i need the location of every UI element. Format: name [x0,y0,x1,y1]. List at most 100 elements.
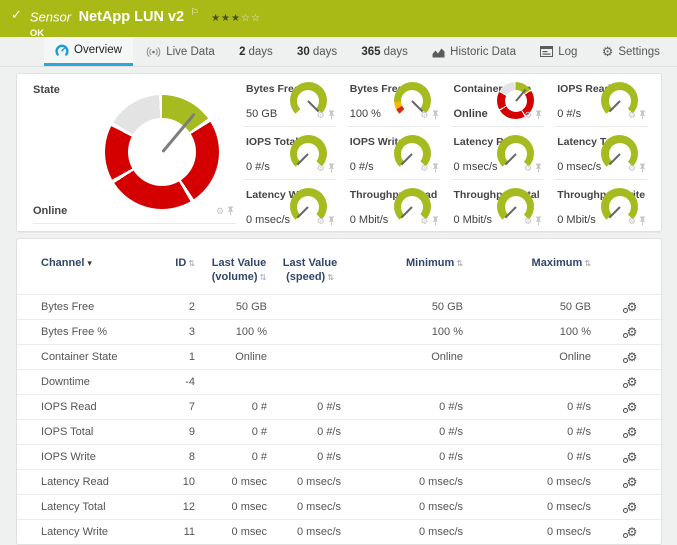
column-header-channel[interactable]: Channel ▾ [41,257,92,269]
gauge-needle [608,205,621,218]
gauge-value: 0 #/s [557,108,582,120]
cell-last-value-speed: 0 #/s [277,418,349,444]
tab-days[interactable]: 30 days [286,37,348,66]
channel-settings-icon[interactable]: ⚙ [622,374,638,389]
cell-last-value-speed [277,318,349,344]
pin-icon[interactable] [328,163,335,173]
gear-icon[interactable]: ⚙ [420,163,429,173]
cell-id: 9 [157,418,207,444]
gear-icon[interactable]: ⚙ [420,216,429,226]
table-row-latency-total[interactable]: Latency Total 12 0 msec 0 msec/s 0 msec/s 0 m… [17,493,661,519]
gear-icon[interactable]: ⚙ [524,216,533,226]
pin-icon[interactable] [432,216,439,226]
gauge-label: IOPS Read [557,83,611,95]
column-header-last-value-volume[interactable]: Last Value (volume) ⇅ [211,257,267,283]
pin-icon[interactable] [328,110,335,120]
table-row-iops-total[interactable]: IOPS Total 9 0 #0 #/s 0 #/s 0 #/s ⚙ [17,418,661,444]
tab-label: days [312,45,338,58]
cell-channel: Latency Read [17,468,157,494]
table-row-container-state[interactable]: Container State 1 Online Online Online ⚙ [17,343,661,369]
gear-icon[interactable]: ⚙ [215,206,224,216]
gauge-dial [393,82,431,119]
broadcast-icon [146,46,161,58]
gear-icon[interactable]: ⚙ [316,163,325,173]
column-header-id[interactable]: ID ⇅ [175,257,195,269]
cell-id: -4 [157,368,207,394]
status-badge: OK [29,28,45,40]
table-row-latency-read[interactable]: Latency Read 10 0 msec 0 msec/s 0 msec/s 0 ms… [17,468,661,494]
pin-icon[interactable] [535,163,542,173]
cell-channel: Latency Write [17,518,157,544]
column-header-maximum[interactable]: Maximum ⇅ [531,257,591,269]
cell-last-value-volume: 0 # [207,443,277,469]
table-row-bytes-free[interactable]: Bytes Free 2 50 GB 50 GB 50 GB ⚙ [17,293,661,319]
sensor-title: NetApp LUN v2 [78,9,185,26]
state-gauge-footer: Online ⚙ [33,205,236,224]
cell-maximum: Online [479,343,607,369]
pin-icon[interactable] [227,206,234,216]
channel-settings-icon[interactable]: ⚙ [622,299,638,314]
channel-settings-icon[interactable]: ⚙ [622,424,638,439]
channel-settings-icon[interactable]: ⚙ [622,324,638,339]
pin-icon[interactable] [639,163,646,173]
pin-icon[interactable] [535,110,542,120]
gauge-dial [601,188,638,225]
pin-icon[interactable] [432,163,439,173]
gauge-needle [411,99,424,112]
gear-icon[interactable]: ⚙ [316,216,325,226]
table-row-iops-read[interactable]: IOPS Read 7 0 #0 #/s 0 #/s 0 #/s ⚙ [17,393,661,419]
table-row-iops-write[interactable]: IOPS Write 8 0 #0 #/s 0 #/s 0 #/s ⚙ [17,443,661,469]
cell-last-value-speed [277,293,349,319]
tab-days[interactable]: 365 days [350,37,418,66]
pin-icon[interactable] [639,216,646,226]
channel-settings-icon[interactable]: ⚙ [622,524,638,539]
column-header-minimum[interactable]: Minimum ⇅ [406,257,463,269]
pin-icon[interactable] [328,216,335,226]
channel-settings-icon[interactable]: ⚙ [622,474,638,489]
tab-overview[interactable]: Overview [44,37,133,66]
status-check-icon: ✓ [11,7,22,22]
table-row-latency-write[interactable]: Latency Write 11 0 msec 0 msec/s 0 msec/s 0 m… [17,518,661,544]
tab-number: 365 [361,45,381,58]
state-gauge-cell: State Online ⚙ [17,74,244,231]
gauge-cell-bytes-free: Bytes Free % 100 % ⚙ [347,74,440,127]
tab-settings[interactable]: ⚙ Settings [591,37,671,66]
table-row-bytes-free[interactable]: Bytes Free % 3 100 % 100 % 100 % ⚙ [17,318,661,344]
gear-icon[interactable]: ⚙ [420,110,429,120]
gear-icon[interactable]: ⚙ [627,110,636,120]
gauge-value: 50 GB [246,108,278,120]
gear-icon[interactable]: ⚙ [627,163,636,173]
tab-days[interactable]: 2 days [228,37,284,66]
gauge-label: IOPS Write [349,136,404,148]
column-header-last-value-speed[interactable]: Last Value (speed) ⇅ [282,257,338,283]
gear-icon[interactable]: ⚙ [524,163,533,173]
cell-last-value-volume: 0 msec [207,468,277,494]
channel-settings-icon[interactable]: ⚙ [622,499,638,514]
gear-icon[interactable]: ⚙ [627,216,636,226]
sensor-title-block: Sensor NetApp LUN v2 ⚐ ★★★☆☆ OK [29,5,261,40]
pin-icon[interactable] [639,110,646,120]
channel-settings-icon[interactable]: ⚙ [622,349,638,364]
priority-stars[interactable]: ★★★☆☆ [211,13,261,24]
cell-channel: IOPS Write [17,443,157,469]
gauge-cell-bytes-free: Bytes Free 50 GB ⚙ [244,74,336,127]
channel-settings-icon[interactable]: ⚙ [622,449,638,464]
cell-channel: Bytes Free % [17,318,157,344]
gear-icon[interactable]: ⚙ [316,110,325,120]
channel-settings-icon[interactable]: ⚙ [622,399,638,414]
cell-maximum [479,368,607,394]
flag-icon[interactable]: ⚐ [190,7,199,17]
tab-live-data[interactable]: Live Data [135,37,226,66]
gauge-hover-icons: ⚙ [524,216,542,226]
gear-icon[interactable]: ⚙ [524,110,533,120]
channels-table-panel: Channel ▾ ID ⇅ Last Value (volume) ⇅ Last V… [16,238,662,545]
pin-icon[interactable] [432,110,439,120]
state-gauge-value: Online [33,205,68,217]
tab-historic-data[interactable]: Historic Data [421,37,527,66]
table-row-downtime[interactable]: Downtime -4 ⚙ [17,368,661,394]
pin-icon[interactable] [535,216,542,226]
gauge-label: Bytes Free [246,83,300,95]
cell-maximum: 0 #/s [479,443,607,469]
gauge-value: 0 Mbit/s [349,214,389,226]
tab-log[interactable]: Log [529,37,588,66]
